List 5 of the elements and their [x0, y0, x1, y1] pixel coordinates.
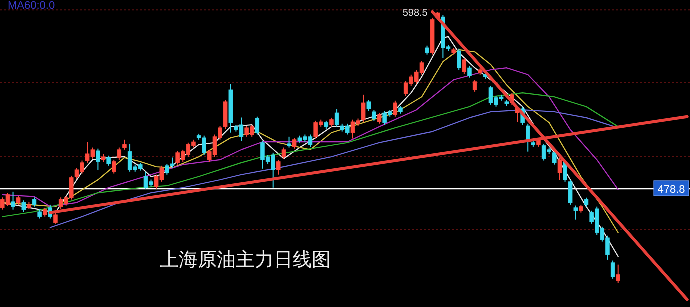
annotation: 478.8 [658, 184, 686, 196]
annotation: 478.8 [654, 180, 690, 196]
title: 上海原油主力日线图 [160, 250, 331, 271]
annotation: 598.5 [402, 8, 428, 19]
annotation: MA60:0.0 [8, 0, 56, 12]
